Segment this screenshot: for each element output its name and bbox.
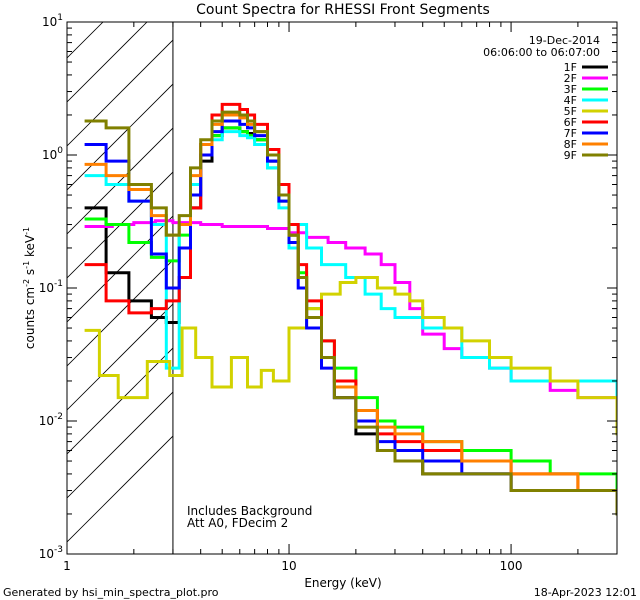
legend-label-4F: 4F bbox=[564, 94, 577, 107]
attenuator-note: Att A0, FDecim 2 bbox=[187, 516, 288, 530]
chart-title: Count Spectra for RHESSI Front Segments bbox=[196, 2, 490, 18]
legend-label-8F: 8F bbox=[564, 138, 577, 151]
background-note: Includes Background bbox=[187, 504, 312, 518]
footer-timestamp: 18-Apr-2023 12:01 bbox=[534, 586, 637, 599]
hatch-line bbox=[67, 435, 173, 543]
y-tick-label: 10-3 bbox=[39, 545, 63, 561]
y-tick-label: 10-1 bbox=[39, 279, 63, 295]
x-tick-label: 1 bbox=[63, 559, 71, 573]
footer-generated: Generated by hsi_min_spectra_plot.pro bbox=[3, 586, 219, 599]
axis-ticks: 1 10 100 101 100 10-1 10-2 10-3 bbox=[39, 13, 618, 573]
hatch-line bbox=[67, 39, 173, 147]
plot-area bbox=[67, 22, 617, 554]
x-tick-label: 100 bbox=[500, 559, 523, 573]
series-line-9F bbox=[84, 110, 617, 516]
legend-label-1F: 1F bbox=[564, 61, 577, 74]
series-layer bbox=[84, 22, 617, 554]
hatch-line bbox=[67, 391, 173, 499]
x-axis-label: Energy (keV) bbox=[304, 576, 381, 590]
legend-label-2F: 2F bbox=[564, 72, 577, 85]
hatch-line bbox=[67, 171, 173, 279]
x-tick-label: 10 bbox=[281, 559, 296, 573]
y-tick-label: 100 bbox=[42, 146, 63, 162]
series-line-5F bbox=[84, 276, 617, 436]
series-line-6F bbox=[84, 102, 617, 492]
legend-label-3F: 3F bbox=[564, 83, 577, 96]
y-tick-label: 101 bbox=[42, 13, 63, 29]
y-tick-label: 10-2 bbox=[39, 412, 63, 428]
y-axis-label: counts cm-2 s-1 keV-1 bbox=[22, 227, 37, 349]
hatch-line bbox=[67, 83, 173, 191]
legend-label-7F: 7F bbox=[564, 127, 577, 140]
legend-label-6F: 6F bbox=[564, 116, 577, 129]
time-range-label: 06:06:00 to 06:07:00 bbox=[483, 46, 600, 59]
legend-label-5F: 5F bbox=[564, 105, 577, 118]
date-label: 19-Dec-2014 bbox=[529, 34, 600, 47]
hatch-line bbox=[67, 127, 173, 235]
legend-label-9F: 9F bbox=[564, 149, 577, 162]
